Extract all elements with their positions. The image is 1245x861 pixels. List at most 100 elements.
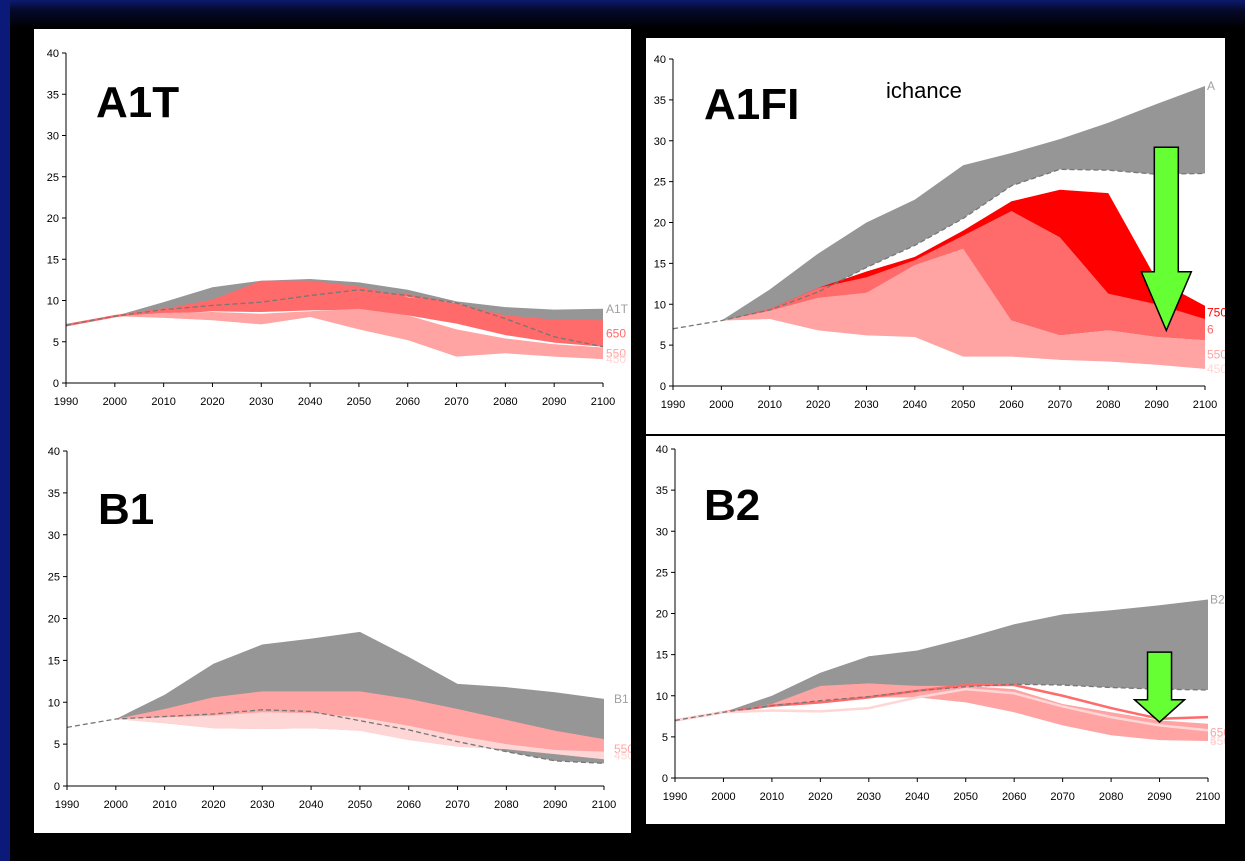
- b2-y-tick-label: 5: [662, 732, 668, 744]
- a1t-y-tick-label: 40: [47, 48, 59, 60]
- a1fi-band-a: [673, 85, 1205, 329]
- b2-scenario-title: B2: [704, 481, 760, 530]
- chart-b1: 0 5 10 15 20 25 30 35 40 1990 2000 2010 2020 2030 2040…: [48, 446, 631, 811]
- a1fi-y-tick-label: 40: [654, 54, 666, 66]
- b2-y-tick-label: 30: [656, 526, 668, 538]
- a1t-x-tick-label: 2070: [444, 396, 468, 408]
- b1-x-tick-label: 2090: [543, 799, 567, 811]
- b2-y-tick-label: 0: [662, 773, 668, 785]
- b2-y-tick-label: 10: [656, 691, 668, 703]
- a1t-y-tick-label: 20: [47, 213, 59, 225]
- left-border-strip: [0, 0, 10, 861]
- a1fi-x-tick-label: 2070: [1048, 399, 1072, 411]
- a1t-y-tick-label: 15: [47, 254, 59, 266]
- a1fi-x-tick-label: 2090: [1144, 399, 1168, 411]
- a1t-y-tick-label: 10: [47, 296, 59, 308]
- a1fi-x-tick-label: 2000: [709, 399, 733, 411]
- b1-end-label-b1: B1: [614, 692, 629, 706]
- b2-band-650: [675, 683, 1208, 741]
- a1fi-fragment-text: ichance: [886, 78, 962, 103]
- b2-x-tick-label: 2010: [760, 791, 784, 803]
- b2-x-tick-label: 2070: [1050, 791, 1074, 803]
- panel-a1t: 0 5 10 15 20 25 30 35 40 1990 2000 2010 2020 2030 2040…: [34, 29, 631, 432]
- a1t-x-tick-label: 2050: [347, 396, 371, 408]
- a1t-x-tick-label: 2080: [493, 396, 517, 408]
- a1fi-x-tick-label: 2050: [951, 399, 975, 411]
- a1t-y-tick-label: 35: [47, 89, 59, 101]
- b2-down-arrow-icon: [1132, 651, 1187, 724]
- b2-band-b2: [675, 599, 1208, 721]
- b1-y-tick-label: 10: [48, 697, 60, 709]
- b2-line-550-line: [674, 687, 1209, 732]
- chart-a1fi: 0 5 10 15 20 25 30 35 40 1990 2000 2010 2020 2030 2040…: [654, 54, 1225, 411]
- b1-y-tick-label: 0: [54, 781, 60, 793]
- a1t-y-tick-label: 0: [53, 378, 59, 390]
- b1-y-tick-label: 25: [48, 572, 60, 584]
- b1-x-tick-label: 2000: [104, 799, 128, 811]
- b1-y-tick-label: 30: [48, 530, 60, 542]
- b1-y-tick-label: 35: [48, 488, 60, 500]
- a1t-y-tick-label: 5: [53, 337, 59, 349]
- b2-end-label-550: 550: [1210, 734, 1225, 748]
- b1-x-tick-label: 2060: [396, 799, 420, 811]
- chart-a1t: 0 5 10 15 20 25 30 35 40 1990 2000 2010 2020 2030 2040…: [47, 48, 629, 408]
- b1-x-tick-label: 2020: [201, 799, 225, 811]
- b2-x-tick-label: 2030: [857, 791, 881, 803]
- b2-y-tick-label: 35: [656, 485, 668, 497]
- a1t-end-label-450: 450: [606, 352, 626, 366]
- b1-x-tick-label: 2030: [250, 799, 274, 811]
- b2-y-tick-label: 25: [656, 567, 668, 579]
- a1t-x-tick-label: 2040: [298, 396, 322, 408]
- b2-x-tick-label: 1990: [663, 791, 687, 803]
- a1fi-x-tick-label: 1990: [661, 399, 685, 411]
- a1fi-x-tick-label: 2060: [999, 399, 1023, 411]
- a1t-end-label-650: 650: [606, 327, 626, 341]
- a1fi-x-tick-label: 2040: [903, 399, 927, 411]
- a1fi-clipped-fragment: ichance: [886, 78, 962, 103]
- a1t-x-tick-label: 2020: [200, 396, 224, 408]
- a1t-x-tick-label: 2060: [395, 396, 419, 408]
- a1fi-x-tick-label: 2020: [806, 399, 830, 411]
- a1t-x-tick-label: 2030: [249, 396, 273, 408]
- a1fi-y-tick-label: 10: [654, 299, 666, 311]
- b2-x-tick-label: 2060: [1002, 791, 1026, 803]
- b1-y-tick-label: 20: [48, 614, 60, 626]
- a1t-x-tick-label: 2010: [151, 396, 175, 408]
- b1-x-tick-label: 2070: [445, 799, 469, 811]
- b2-y-tick-label: 20: [656, 609, 668, 621]
- a1fi-x-tick-label: 2010: [757, 399, 781, 411]
- b2-line-baseline-dashed: [674, 683, 1209, 722]
- a1fi-y-tick-label: 30: [654, 136, 666, 148]
- b2-x-tick-label: 2040: [905, 791, 929, 803]
- b2-x-tick-label: 2090: [1147, 791, 1171, 803]
- b1-end-label-550: 550: [614, 742, 631, 756]
- a1t-band-550: [66, 308, 603, 360]
- b2-y-tick-label: 15: [656, 650, 668, 662]
- a1fi-y-tick-label: 20: [654, 218, 666, 230]
- a1fi-end-label-450: 450: [1207, 362, 1225, 376]
- b2-end-label-650: 650: [1210, 725, 1225, 739]
- b2-x-tick-label: 2080: [1099, 791, 1123, 803]
- b1-scenario-title: B1: [98, 485, 154, 534]
- b1-line-baseline-dashed: [66, 709, 605, 765]
- a1t-scenario-title: A1T: [96, 78, 179, 127]
- a1fi-y-tick-label: 15: [654, 258, 666, 270]
- chart-b2: 0 5 10 15 20 25 30 35 40 1990 2000 2010 2020 2030 2040…: [656, 444, 1225, 803]
- b1-x-tick-label: 2100: [592, 799, 616, 811]
- a1fi-end-label-750: 750: [1207, 305, 1225, 319]
- a1fi-y-tick-label: 35: [654, 95, 666, 107]
- b1-x-tick-label: 2040: [299, 799, 323, 811]
- a1t-band-a1t: [66, 279, 603, 347]
- a1t-x-tick-label: 2000: [103, 396, 127, 408]
- b1-y-tick-label: 40: [48, 446, 60, 458]
- a1fi-end-label-a: A: [1207, 79, 1215, 93]
- b1-x-tick-label: 2050: [348, 799, 372, 811]
- a1fi-x-tick-label: 2080: [1096, 399, 1120, 411]
- b2-x-tick-label: 2100: [1196, 791, 1220, 803]
- a1fi-x-tick-label: 2030: [854, 399, 878, 411]
- a1fi-line-baseline-dashed: [672, 168, 1206, 330]
- a1t-x-tick-label: 2090: [542, 396, 566, 408]
- a1fi-x-tick-label: 2100: [1193, 399, 1217, 411]
- a1fi-y-tick-label: 5: [660, 340, 666, 352]
- b1-x-tick-label: 2010: [152, 799, 176, 811]
